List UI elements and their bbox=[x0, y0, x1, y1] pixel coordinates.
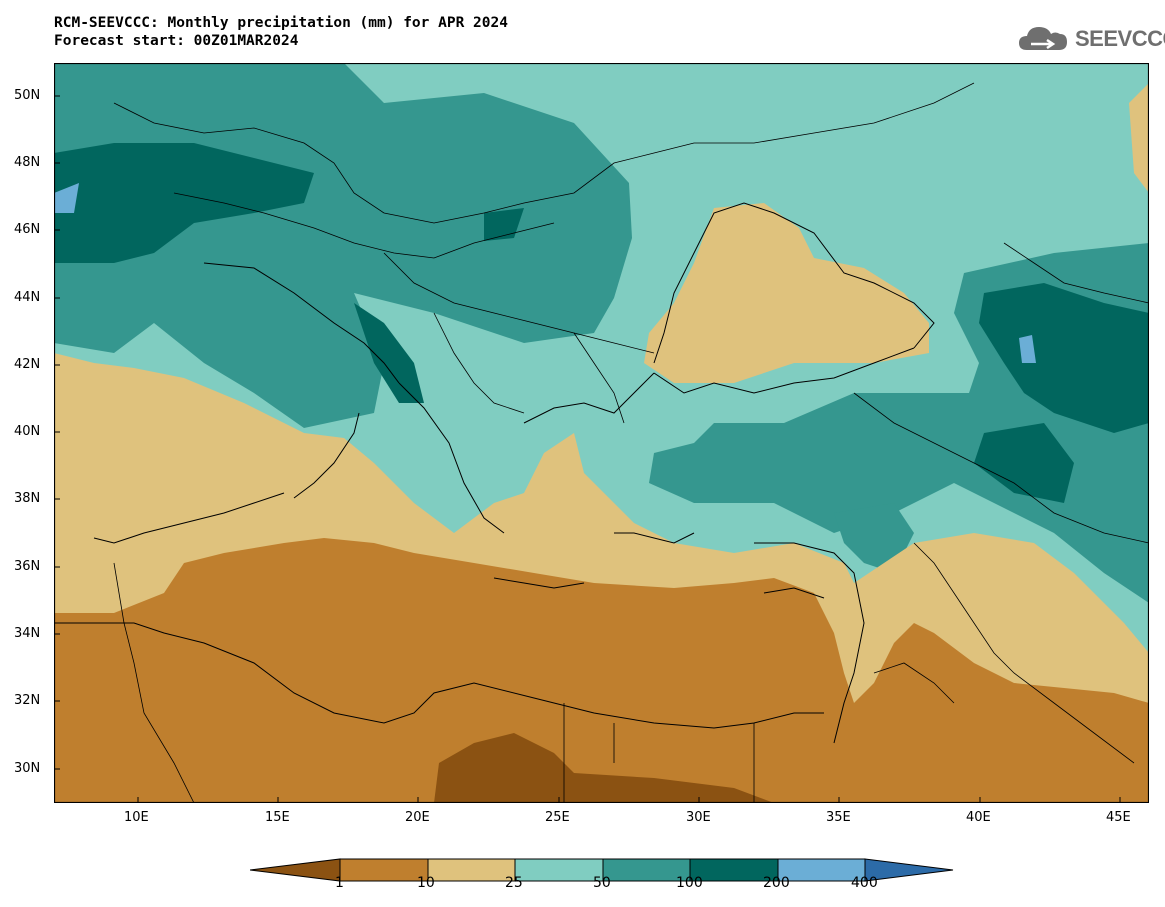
lat-label: 30N bbox=[14, 761, 41, 776]
field-spot-caucasus bbox=[1019, 335, 1036, 363]
country-borders bbox=[113, 82, 1149, 803]
map-canvas bbox=[54, 63, 1149, 803]
logo-text: SEEVCCC bbox=[1075, 26, 1165, 51]
field-zone-caucasus bbox=[979, 283, 1149, 433]
colorbar-label: 200 bbox=[763, 875, 790, 891]
colorbar-segment-25-50 bbox=[514, 858, 604, 882]
colorbar-segment-gt400 bbox=[864, 858, 954, 882]
precipitation-map bbox=[54, 63, 1149, 803]
lat-label: 42N bbox=[14, 357, 41, 372]
field-spot-alps bbox=[54, 183, 79, 213]
map-title: RCM-SEEVCCC: Monthly precipitation (mm) … bbox=[54, 14, 508, 50]
field-zone-north-africa bbox=[54, 538, 1149, 803]
lon-label: 25E bbox=[545, 810, 570, 825]
field-zone-black-sea bbox=[644, 203, 929, 383]
colorbar-label: 50 bbox=[593, 875, 611, 891]
lat-label: 36N bbox=[14, 559, 41, 574]
coastlines bbox=[54, 202, 935, 744]
field-zone-adriatic bbox=[354, 303, 424, 403]
field-zone-far-east bbox=[1129, 83, 1149, 193]
lon-label: 10E bbox=[124, 810, 149, 825]
lat-label: 38N bbox=[14, 491, 41, 506]
lat-label: 40N bbox=[14, 424, 41, 439]
seevccc-logo: SEEVCCC bbox=[1017, 22, 1165, 56]
field-zone-alps bbox=[54, 143, 314, 263]
field-zone-anatolia bbox=[974, 423, 1074, 503]
lat-label: 44N bbox=[14, 290, 41, 305]
field-zone-libya-low bbox=[434, 733, 774, 803]
lat-label: 50N bbox=[14, 88, 41, 103]
colorbar-label: 10 bbox=[417, 875, 435, 891]
colorbar-segment-lt1 bbox=[250, 858, 341, 882]
lat-label: 32N bbox=[14, 693, 41, 708]
lon-label: 30E bbox=[686, 810, 711, 825]
colorbar-segment-10-25 bbox=[427, 858, 516, 882]
map-frame bbox=[54, 63, 1149, 803]
lon-label: 45E bbox=[1106, 810, 1131, 825]
title-line-1: RCM-SEEVCCC: Monthly precipitation (mm) … bbox=[54, 15, 508, 31]
title-line-2: Forecast start: 00Z01MAR2024 bbox=[54, 33, 299, 49]
lon-label: 20E bbox=[405, 810, 430, 825]
colorbar-label: 400 bbox=[851, 875, 878, 891]
colorbar-label: 100 bbox=[676, 875, 703, 891]
lon-label: 15E bbox=[265, 810, 290, 825]
colorbar-label: 1 bbox=[335, 875, 344, 891]
cloud-icon bbox=[1019, 27, 1067, 50]
colorbar-label: 25 bbox=[505, 875, 523, 891]
lat-label: 46N bbox=[14, 222, 41, 237]
lat-label: 34N bbox=[14, 626, 41, 641]
lon-label: 35E bbox=[826, 810, 851, 825]
lat-label: 48N bbox=[14, 155, 41, 170]
colorbar-segment-1-10 bbox=[339, 858, 429, 882]
field-zone-south-turkey bbox=[834, 503, 914, 573]
lon-label: 40E bbox=[966, 810, 991, 825]
color-bar bbox=[250, 858, 954, 882]
